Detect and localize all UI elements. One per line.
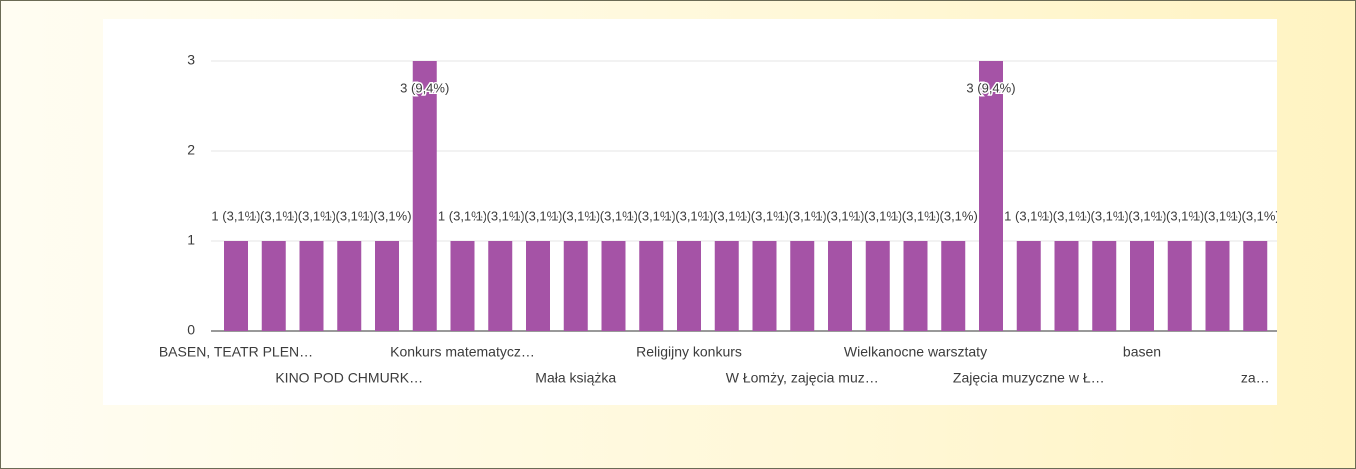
- bar: [224, 241, 248, 331]
- y-tick-label: 2: [187, 142, 195, 158]
- bar: [450, 241, 475, 331]
- bar: [714, 241, 739, 331]
- value-label: 1 (3,1%): [1193, 208, 1242, 223]
- value-label: 1 (3,1%): [702, 208, 751, 223]
- bar: [865, 241, 890, 331]
- value-label: 1 (3,1%): [1004, 208, 1053, 223]
- bar: [299, 241, 324, 331]
- bar: [1243, 241, 1268, 331]
- value-label: 1 (3,1%): [627, 208, 676, 223]
- value-label: 3 (9,4%): [966, 80, 1015, 95]
- y-tick-label: 1: [187, 232, 195, 248]
- bar: [903, 241, 928, 331]
- value-label: 1 (3,1%): [664, 208, 713, 223]
- x-tick-label: Konkurs matematycz…: [390, 344, 535, 360]
- bar: [677, 241, 701, 331]
- bar: [375, 241, 399, 331]
- x-tick-label: KINO POD CHMURK…: [275, 370, 423, 386]
- x-tick-label: za…: [1241, 370, 1270, 386]
- x-tick-label: Religijny konkurs: [636, 344, 742, 360]
- bar: [526, 241, 550, 331]
- value-label: 1 (3,1%): [1042, 208, 1091, 223]
- value-label: 1 (3,1%): [1231, 208, 1277, 223]
- value-label: 1 (3,1%): [211, 208, 260, 223]
- value-label: 3 (9,4%): [400, 80, 449, 95]
- value-label: 1 (3,1%): [476, 208, 525, 223]
- bar: [1016, 241, 1041, 331]
- y-tick-label: 0: [187, 322, 195, 338]
- value-label: 1 (3,1%): [362, 208, 411, 223]
- x-tick-label: basen: [1123, 344, 1161, 360]
- value-label: 1 (3,1%): [815, 208, 864, 223]
- bar: [790, 241, 815, 331]
- value-label: 1 (3,1%): [325, 208, 374, 223]
- x-tick-label: W Łomży, zajęcia muz…: [726, 370, 879, 386]
- x-tick-label: Zajęcia muzyczne w Ł…: [953, 370, 1105, 386]
- value-label: 1 (3,1%): [513, 208, 562, 223]
- value-label: 1 (3,1%): [891, 208, 940, 223]
- x-tick-label: Wielkanocne warsztaty: [844, 344, 987, 360]
- value-label: 1 (3,1%): [1080, 208, 1129, 223]
- value-label: 1 (3,1%): [287, 208, 336, 223]
- bar: [488, 241, 513, 331]
- bar: [412, 61, 437, 331]
- y-tick-label: 3: [187, 52, 195, 68]
- bar: [1167, 241, 1192, 331]
- bar: [1130, 241, 1154, 331]
- bar: [1205, 241, 1230, 331]
- value-label: 1 (3,1%): [589, 208, 638, 223]
- x-tick-label: BASEN, TEATR PLEN…: [159, 344, 313, 360]
- x-tick-label: Mała książka: [535, 370, 616, 386]
- bar: [261, 241, 286, 331]
- value-label: 1 (3,1%): [249, 208, 298, 223]
- bar: [1092, 241, 1117, 331]
- value-label: 1 (3,1%): [740, 208, 789, 223]
- bar: [828, 241, 852, 331]
- value-label: 1 (3,1%): [853, 208, 902, 223]
- value-label: 1 (3,1%): [929, 208, 978, 223]
- bar: [601, 241, 626, 331]
- bar: [337, 241, 362, 331]
- bar: [752, 241, 777, 331]
- value-label: 1 (3,1%): [778, 208, 827, 223]
- value-label: 1 (3,1%): [551, 208, 600, 223]
- value-label: 1 (3,1%): [1117, 208, 1166, 223]
- value-label: 1 (3,1%): [438, 208, 487, 223]
- bar: [1054, 241, 1079, 331]
- value-label: 1 (3,1%): [1155, 208, 1204, 223]
- bar: [941, 241, 966, 331]
- bar: [979, 61, 1003, 331]
- bar: [563, 241, 588, 331]
- bar: [639, 241, 664, 331]
